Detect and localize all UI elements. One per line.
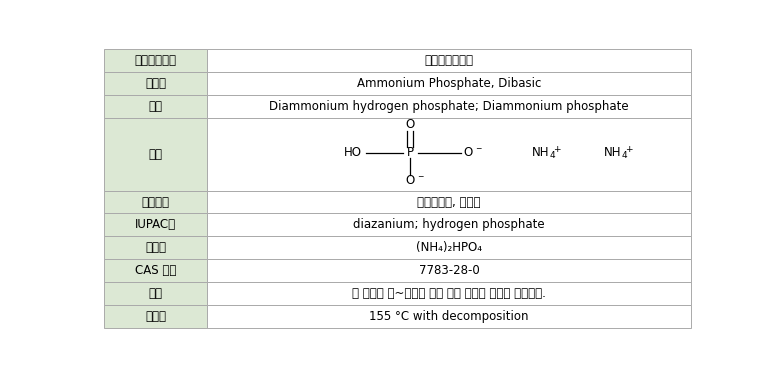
- Text: O: O: [406, 174, 415, 187]
- Bar: [104, 95, 207, 117]
- Bar: [207, 282, 691, 305]
- Text: 7783-28-0: 7783-28-0: [419, 264, 480, 277]
- Text: 식품첨가물명: 식품첨가물명: [134, 54, 177, 67]
- Text: NH: NH: [532, 146, 549, 159]
- Text: 4: 4: [622, 151, 627, 160]
- Text: 산도조절제, 팽창제: 산도조절제, 팽창제: [417, 195, 481, 209]
- Text: 이명: 이명: [148, 100, 163, 113]
- Bar: [207, 49, 691, 72]
- Bar: [207, 236, 691, 259]
- Text: +: +: [625, 145, 633, 154]
- Text: CAS 번호: CAS 번호: [135, 264, 176, 277]
- Text: P: P: [407, 146, 414, 159]
- Text: 4: 4: [549, 151, 555, 160]
- Bar: [104, 259, 207, 282]
- Text: Ammonium Phosphate, Dibasic: Ammonium Phosphate, Dibasic: [357, 77, 541, 90]
- Text: +: +: [553, 145, 561, 154]
- Bar: [207, 95, 691, 117]
- Text: IUPAC명: IUPAC명: [135, 219, 176, 231]
- Text: diazanium; hydrogen phosphate: diazanium; hydrogen phosphate: [353, 219, 545, 231]
- Text: 성상: 성상: [148, 287, 163, 300]
- Bar: [207, 213, 691, 236]
- Bar: [207, 259, 691, 282]
- Text: (NH₄)₂HPO₄: (NH₄)₂HPO₄: [416, 241, 482, 254]
- Text: 155 °C with decomposition: 155 °C with decomposition: [369, 310, 528, 323]
- Bar: [104, 191, 207, 213]
- Bar: [207, 305, 691, 327]
- Text: 주요용도: 주요용도: [141, 195, 170, 209]
- Text: −: −: [417, 172, 423, 181]
- Text: Diammonium hydrogen phosphate; Diammonium phosphate: Diammonium hydrogen phosphate; Diammoniu…: [269, 100, 629, 113]
- Text: 영문명: 영문명: [145, 77, 166, 90]
- Bar: [207, 117, 691, 191]
- Text: NH: NH: [604, 146, 621, 159]
- Bar: [104, 305, 207, 327]
- Bar: [104, 72, 207, 95]
- Bar: [104, 117, 207, 191]
- Bar: [207, 191, 691, 213]
- Text: 구조: 구조: [148, 148, 163, 161]
- Text: −: −: [475, 144, 481, 153]
- Bar: [104, 236, 207, 259]
- Text: O: O: [463, 146, 473, 159]
- Text: O: O: [406, 118, 415, 131]
- Bar: [104, 49, 207, 72]
- Text: HO: HO: [344, 146, 362, 159]
- Text: 녹는점: 녹는점: [145, 310, 166, 323]
- Text: 제이인산암모늄: 제이인산암모늄: [424, 54, 473, 67]
- Bar: [104, 282, 207, 305]
- Text: 분자식: 분자식: [145, 241, 166, 254]
- Text: 이 품목은 무~백색의 결정 또는 백색의 결정성 분말이다.: 이 품목은 무~백색의 결정 또는 백색의 결정성 분말이다.: [352, 287, 546, 300]
- Bar: [104, 213, 207, 236]
- Bar: [207, 72, 691, 95]
